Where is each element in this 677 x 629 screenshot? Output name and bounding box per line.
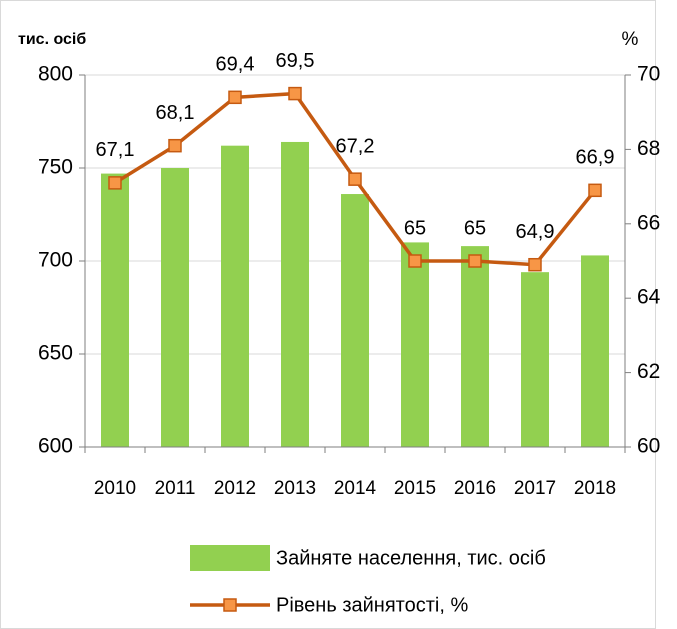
line-marker [588,183,602,198]
x-tick-label: 2011 [155,478,196,499]
x-tick-label: 2010 [94,478,136,499]
data-label: 66,9 [576,147,615,169]
x-tick-label: 2017 [514,478,556,499]
x-tick-label: 2015 [394,478,436,499]
y2-tick-label: 70 [637,63,660,86]
data-label: 68,1 [156,102,195,124]
y2-tick-label: 68 [637,137,660,160]
line-marker [348,172,362,186]
line-marker [168,138,182,153]
y-tick-label: 600 [38,435,73,458]
y2-axis-title: % [622,29,639,50]
data-label: 69,5 [276,50,315,72]
line-marker [408,254,422,268]
bar [401,242,429,447]
data-label: 67,1 [96,139,135,161]
data-label: 67,2 [336,135,375,157]
line-marker [528,257,542,272]
legend-label: Зайняте населення, тис. осіб [276,547,546,569]
bar [581,255,609,447]
bar [101,173,129,447]
data-label: 69,4 [216,54,255,76]
x-tick-label: 2018 [574,478,616,499]
y-tick-label: 650 [38,342,73,365]
legend-swatch [190,545,270,571]
x-tick-label: 2016 [454,478,496,499]
y2-tick-label: 62 [637,360,660,383]
bar [161,168,189,447]
y-tick-label: 800 [38,63,73,86]
y-tick-label: 700 [38,249,73,272]
line-marker [108,176,122,190]
y-axis-title: тис. осіб [18,31,86,48]
legend-marker [223,598,237,612]
bar [341,194,369,447]
line-marker [468,254,482,268]
y-tick-label: 750 [38,156,73,179]
bar [461,246,489,447]
bar [221,145,249,447]
bar [281,141,309,447]
y2-tick-label: 64 [637,286,661,309]
line-marker [228,90,242,105]
x-tick-label: 2013 [274,478,316,499]
line-marker [288,86,302,101]
frame [0,0,656,629]
x-tick-label: 2012 [214,478,256,499]
legend-label: Рівень зайнятості, % [276,594,468,616]
data-label: 65 [464,217,486,239]
y2-tick-label: 60 [637,435,660,458]
bar [521,272,549,447]
x-tick-label: 2014 [334,478,377,499]
data-label: 65 [404,217,426,239]
data-label: 64,9 [516,221,555,243]
y2-tick-label: 66 [637,211,660,234]
